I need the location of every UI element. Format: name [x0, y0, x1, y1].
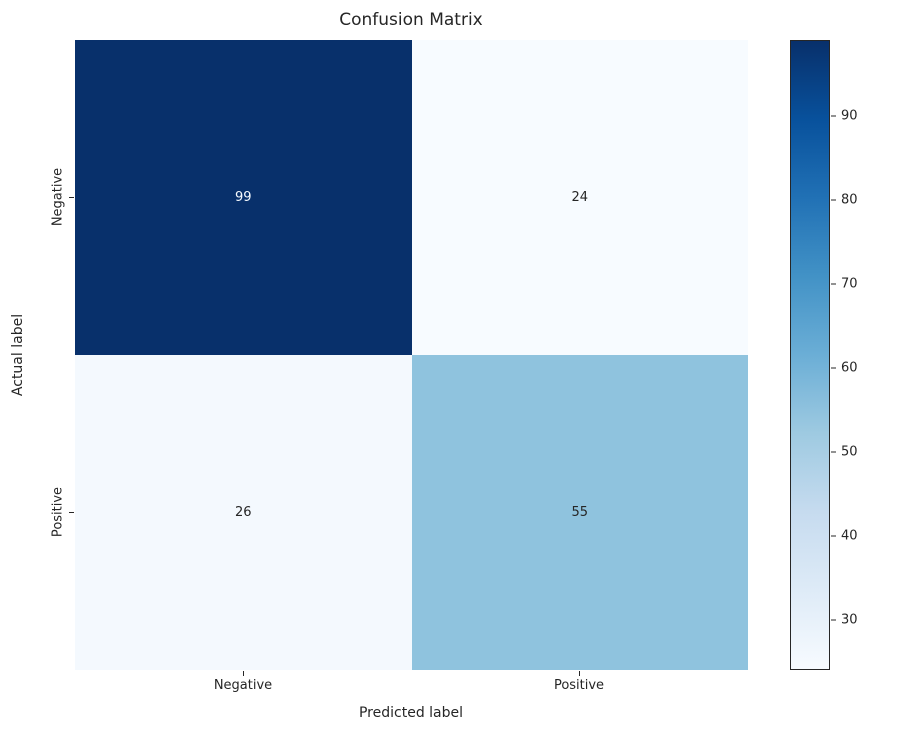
x-axis-label: Predicted label: [358, 705, 464, 721]
cell-value: 99: [234, 190, 252, 205]
colorbar-tick: 50: [831, 444, 858, 459]
x-tick-label-positive: Positive: [553, 678, 605, 693]
colorbar-tick-mark: [831, 199, 836, 201]
colorbar-tick-mark: [831, 115, 836, 117]
colorbar-tick: 60: [831, 360, 858, 375]
colorbar-tick-label: 90: [841, 108, 858, 124]
colorbar-tick: 90: [831, 108, 858, 123]
colorbar-tick-mark: [831, 451, 836, 453]
y-tick-mark: [69, 197, 74, 198]
x-tick-mark: [579, 671, 580, 676]
y-tick-label-positive: Positive: [50, 486, 66, 538]
colorbar-tick-label: 70: [841, 276, 858, 292]
x-tick-label-negative: Negative: [213, 678, 273, 693]
x-tick-mark: [243, 671, 244, 676]
colorbar-tick: 70: [831, 276, 858, 291]
cell-value: 26: [234, 505, 252, 520]
cell-value: 24: [571, 190, 589, 205]
colorbar-tick: 30: [831, 612, 858, 627]
colorbar-tick-label: 60: [841, 360, 858, 376]
heatmap-cell-negative-negative: 99: [75, 40, 412, 355]
y-axis-label: Actual label: [10, 313, 26, 397]
colorbar-tick-mark: [831, 535, 836, 537]
colorbar-ticks: 30 40 50 60 70 80 90: [831, 40, 901, 670]
heatmap-grid: 99 24 26 55: [75, 40, 748, 670]
colorbar-tick-mark: [831, 367, 836, 369]
chart-title: Confusion Matrix: [339, 10, 483, 30]
colorbar-tick-label: 50: [841, 444, 858, 460]
colorbar-tick-label: 40: [841, 528, 858, 544]
colorbar-tick-mark: [831, 283, 836, 285]
cell-value: 55: [571, 505, 589, 520]
y-tick-label-negative: Negative: [50, 167, 66, 227]
heatmap-cell-positive-negative: 26: [75, 355, 412, 670]
y-tick-mark: [69, 512, 74, 513]
colorbar-tick: 80: [831, 192, 858, 207]
colorbar-tick-label: 80: [841, 192, 858, 208]
colorbar-tick-mark: [831, 619, 836, 621]
colorbar-tick-label: 30: [841, 612, 858, 628]
heatmap-cell-positive-positive: 55: [411, 355, 748, 670]
colorbar-gradient: [790, 40, 830, 670]
colorbar-tick: 40: [831, 528, 858, 543]
heatmap-cell-negative-positive: 24: [411, 40, 748, 355]
